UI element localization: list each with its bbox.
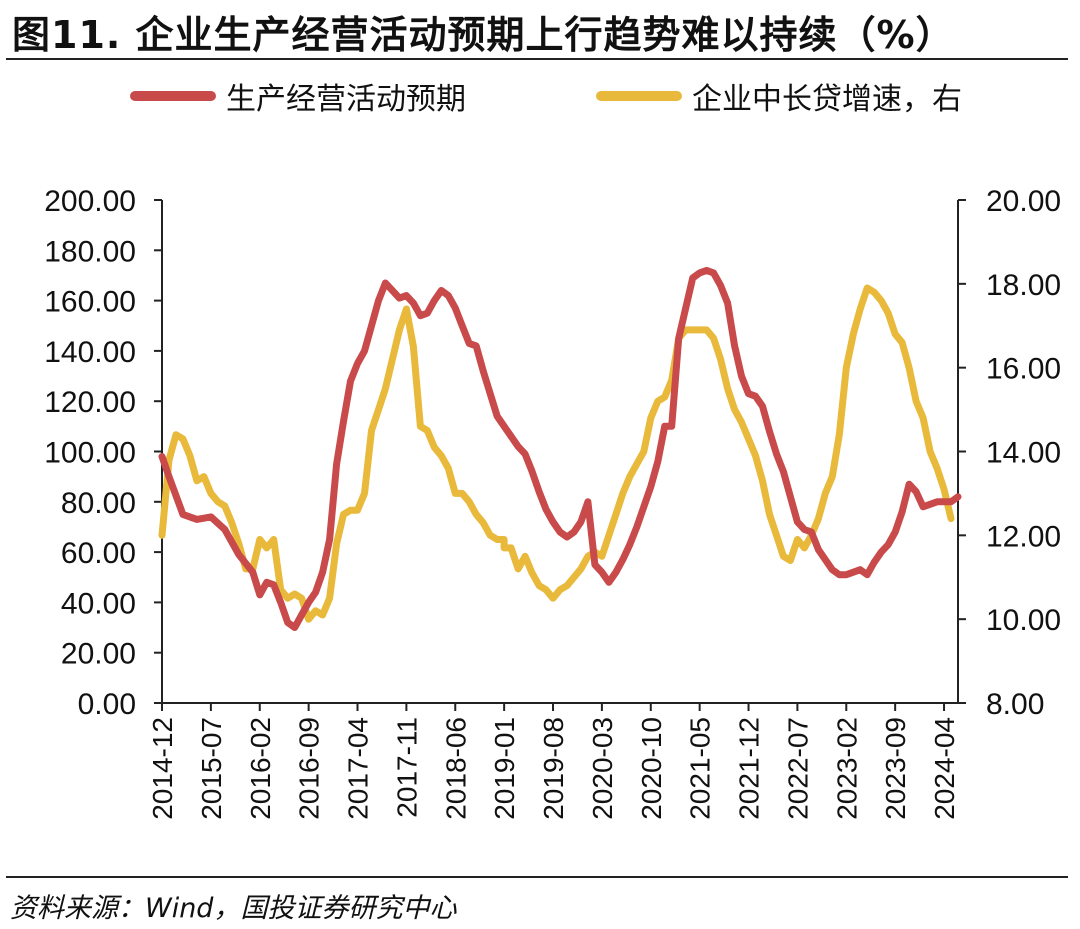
x-tick-label: 2017-11 — [391, 717, 422, 818]
y-left-tick-label: 80.00 — [61, 487, 136, 520]
title-rule — [6, 58, 1068, 60]
x-tick-label: 2023-09 — [880, 717, 911, 820]
legend-label-series-2: 企业中长贷增速，右 — [692, 82, 962, 117]
y-left-tick-label: 0.00 — [78, 688, 136, 721]
chart-axes: 0.00 20.00 40.00 60.00 80.00 100.00 120.00 140.… — [44, 185, 1061, 820]
x-tick-label: 2021-12 — [734, 717, 765, 820]
legend-label-series-1: 生产经营活动预期 — [226, 82, 466, 117]
chart-title: 图11. 企业生产经营活动预期上行趋势难以持续（%） — [12, 13, 955, 57]
y-left-tick-label: 20.00 — [61, 638, 136, 671]
x-tick-label: 2016-02 — [245, 717, 276, 820]
y-right-tick-label: 16.00 — [986, 353, 1061, 386]
x-tick-label: 2022-07 — [782, 717, 813, 820]
chart-lines — [158, 266, 962, 631]
y-right-tick-label: 18.00 — [986, 269, 1061, 302]
y-left-tick-label: 120.00 — [44, 386, 136, 419]
source-rule — [6, 876, 1068, 878]
x-tick-label: 2016-09 — [294, 717, 325, 820]
y-left-tick-label: 160.00 — [44, 286, 136, 319]
x-tick-label: 2021-05 — [685, 717, 716, 820]
x-tick-label: 2020-03 — [587, 717, 618, 820]
series-line-1 — [158, 266, 962, 631]
y-left-tick-label: 40.00 — [61, 587, 136, 620]
y-right-tick-label: 10.00 — [986, 604, 1061, 637]
y-left-tick-label: 60.00 — [61, 537, 136, 570]
y-left-tick-label: 100.00 — [44, 437, 136, 470]
x-tick-label: 2020-10 — [636, 717, 667, 820]
x-tick-label: 2019-08 — [538, 717, 569, 820]
legend-item-series-1: 生产经营活动预期 — [130, 74, 466, 118]
y-right-tick-label: 8.00 — [986, 688, 1044, 721]
x-tick-label: 2019-01 — [489, 717, 520, 820]
series-line-2 — [158, 284, 955, 623]
x-tick-label: 2014-12 — [147, 717, 178, 820]
legend-item-series-2: 企业中长贷增速，右 — [596, 74, 962, 118]
source-note: 资料来源：Wind，国投证券研究中心 — [10, 893, 457, 924]
y-right-tick-label: 12.00 — [986, 520, 1061, 553]
x-tick-label: 2024-04 — [929, 717, 960, 820]
x-tick-label: 2015-07 — [196, 717, 227, 820]
legend-swatch-series-2 — [596, 91, 682, 101]
y-right-tick-label: 14.00 — [986, 437, 1061, 470]
line-chart: 0.00 20.00 40.00 60.00 80.00 100.00 120.00 140.… — [44, 185, 1061, 820]
y-left-tick-label: 200.00 — [44, 185, 136, 218]
y-right-tick-label: 20.00 — [986, 185, 1061, 218]
legend-swatch-series-1 — [130, 91, 216, 101]
x-tick-label: 2023-02 — [831, 717, 862, 820]
x-tick-label: 2018-06 — [440, 717, 471, 820]
x-tick-label: 2017-04 — [343, 717, 374, 820]
y-left-tick-label: 140.00 — [44, 336, 136, 369]
y-left-tick-label: 180.00 — [44, 235, 136, 268]
